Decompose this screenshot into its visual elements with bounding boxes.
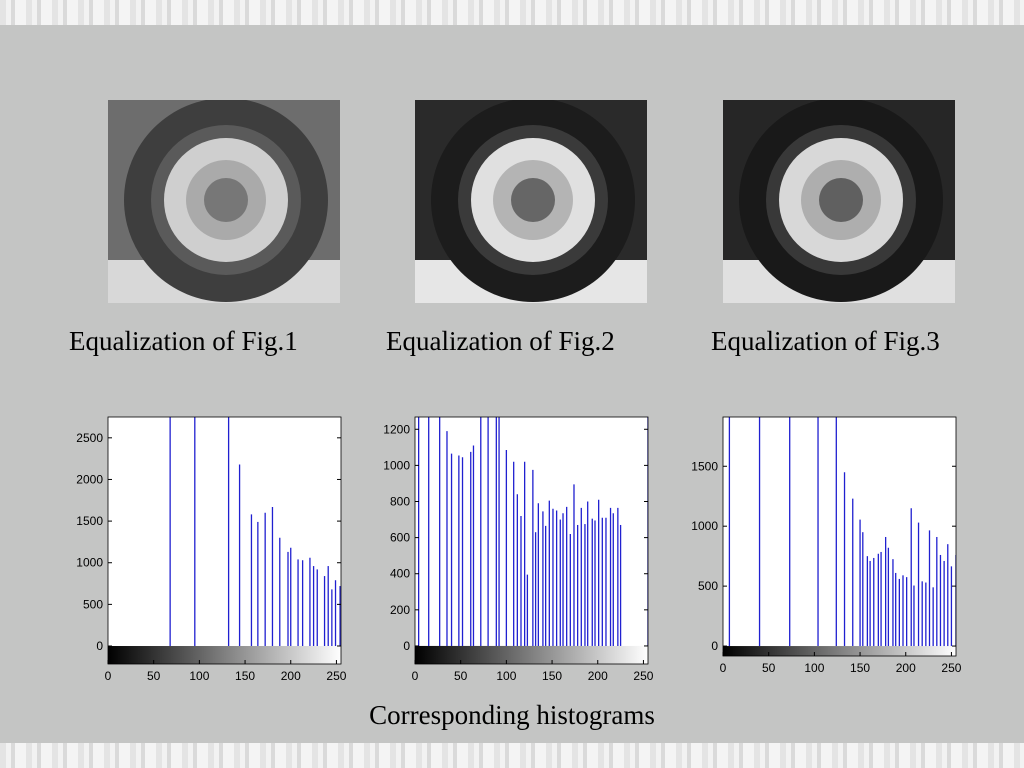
y-tick-label: 600 [390,531,410,545]
y-tick-label: 200 [390,603,410,617]
caption-fig1: Equalization of Fig.1 [69,326,298,356]
decorative-bottom-strip [0,743,1024,768]
caption-fig3: Equalization of Fig.3 [711,326,940,356]
y-tick-label: 1500 [691,459,718,473]
plot-frame [107,416,342,665]
x-tick-label: 0 [412,669,419,683]
x-tick-label: 100 [804,661,824,675]
histogram-svg: 0 200 400 600 800 1000 1200 0 50 100 150 200 250 [383,416,654,683]
plot-frame [414,416,649,665]
y-tick-label: 1200 [383,422,410,436]
y-tick-label: 800 [390,495,410,509]
histogram-svg: 0 500 1000 1500 2000 2500 0 50 100 150 200 250 [76,416,347,683]
y-tick-label: 2000 [76,472,103,486]
histograms-caption: Corresponding histograms [369,700,655,730]
x-tick-label: 50 [762,661,776,675]
x-tick-label: 250 [326,669,346,683]
x-tick-label: 200 [588,669,608,683]
caption-fig2: Equalization of Fig.2 [386,326,615,356]
y-tick-label: 1000 [691,519,718,533]
x-tick-label: 150 [542,669,562,683]
x-tick-label: 200 [281,669,301,683]
y-tick-label: 1500 [76,514,103,528]
y-tick-label: 500 [83,597,103,611]
y-tick-label: 500 [698,579,718,593]
x-tick-label: 100 [496,669,516,683]
y-tick-label: 400 [390,567,410,581]
x-tick-label: 0 [720,661,727,675]
histogram-3: 0 500 1000 1500 0 50 100 150 200 250 [673,410,973,695]
grayscale-colorbar [108,646,341,664]
y-tick-label: 0 [711,639,718,653]
x-tick-label: 0 [105,669,112,683]
decorative-top-strip [0,0,1024,25]
x-tick-label: 150 [850,661,870,675]
histogram-2: 0 200 400 600 800 1000 1200 0 50 100 150 200 250 [365,410,665,695]
tire-photo-3 [723,100,955,303]
histogram-1: 0 500 1000 1500 2000 2500 0 50 100 150 200 250 [58,410,358,695]
plot-area [415,417,648,664]
x-tick-label: 100 [189,669,209,683]
y-tick-label: 0 [96,639,103,653]
grayscale-colorbar [415,645,648,664]
histogram-svg: 0 500 1000 1500 0 50 100 150 200 250 [691,416,962,675]
tire-photo-2 [415,100,647,303]
x-tick-label: 150 [235,669,255,683]
x-tick-label: 200 [896,661,916,675]
y-tick-label: 2500 [76,431,103,445]
y-tick-label: 0 [403,639,410,653]
y-tick-label: 1000 [76,556,103,570]
x-tick-label: 50 [147,669,161,683]
plot-area [723,417,956,656]
tire-photo-1 [108,100,340,303]
plot-area [108,417,341,664]
plot-frame [722,416,957,657]
y-tick-label: 1000 [383,458,410,472]
x-tick-label: 250 [633,669,653,683]
x-tick-label: 50 [454,669,468,683]
x-tick-label: 250 [941,661,961,675]
grayscale-colorbar [723,646,956,656]
